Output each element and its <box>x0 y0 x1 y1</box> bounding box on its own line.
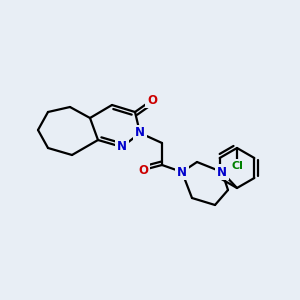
Text: N: N <box>177 166 187 178</box>
Text: O: O <box>147 94 157 106</box>
Text: N: N <box>135 127 145 140</box>
Text: N: N <box>217 166 227 178</box>
Text: O: O <box>138 164 148 176</box>
Text: N: N <box>117 140 127 154</box>
Text: Cl: Cl <box>231 161 243 171</box>
